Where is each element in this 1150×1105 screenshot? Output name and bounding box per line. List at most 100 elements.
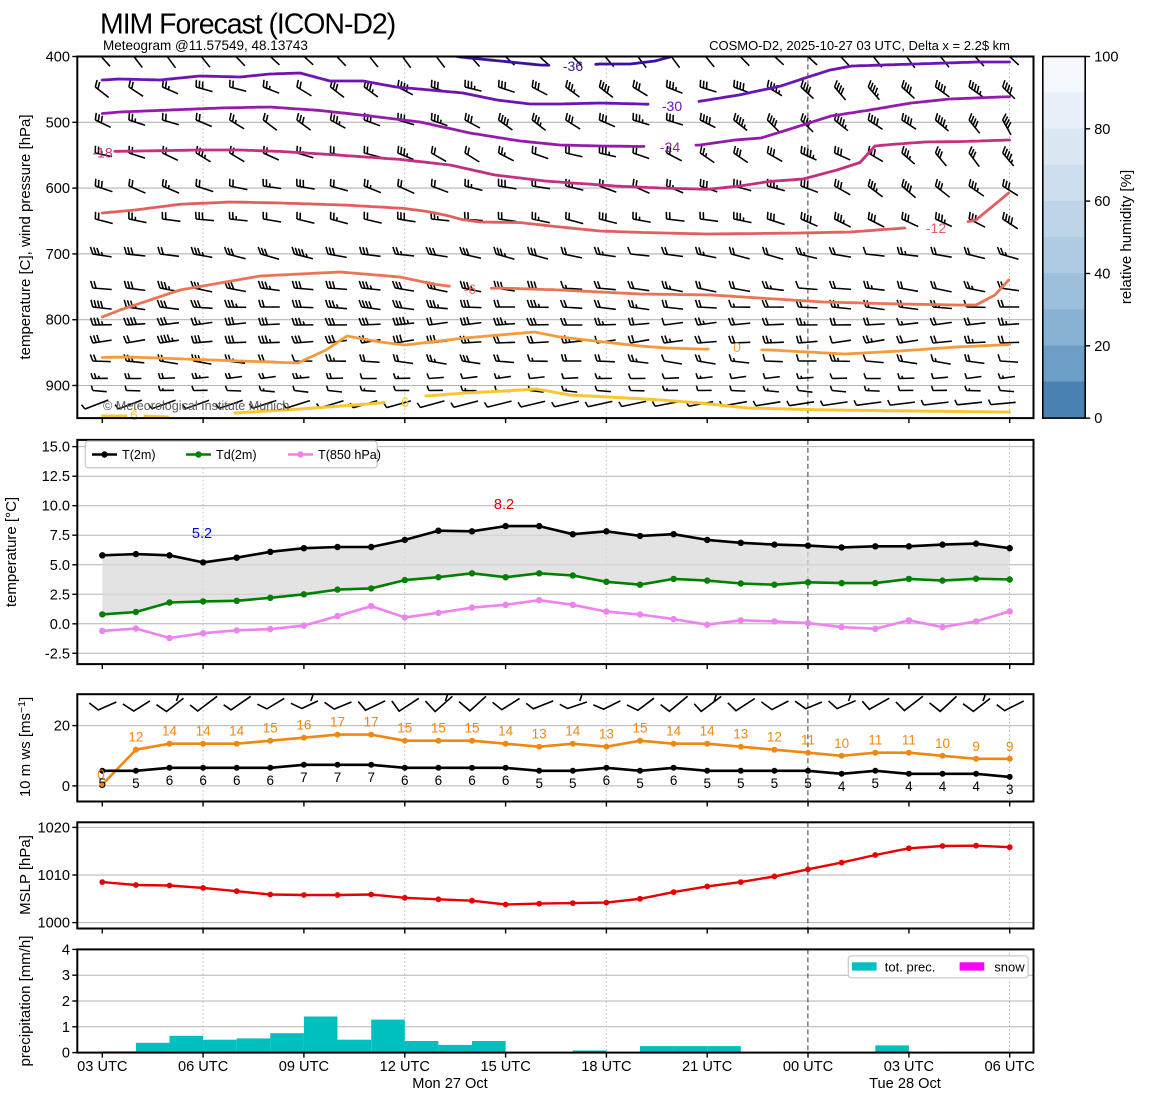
svg-text:11: 11	[868, 733, 882, 748]
svg-text:5: 5	[132, 776, 140, 791]
svg-text:relative humidity [%]: relative humidity [%]	[1118, 170, 1135, 304]
svg-text:03 UTC: 03 UTC	[884, 1059, 934, 1075]
svg-text:0: 0	[97, 767, 105, 782]
svg-text:6: 6	[603, 773, 611, 788]
svg-text:15: 15	[632, 721, 647, 736]
svg-text:14: 14	[700, 724, 716, 739]
svg-text:precipitation [mm/h]: precipitation [mm/h]	[17, 936, 34, 1067]
svg-text:6: 6	[166, 773, 174, 788]
svg-text:-24: -24	[660, 139, 680, 155]
svg-text:6: 6	[670, 773, 678, 788]
svg-text:2: 2	[62, 994, 70, 1010]
svg-text:0.0: 0.0	[50, 617, 70, 633]
svg-text:4: 4	[972, 779, 980, 794]
svg-text:5: 5	[771, 776, 779, 791]
svg-text:5: 5	[636, 776, 644, 791]
svg-text:5: 5	[535, 776, 543, 791]
svg-text:4: 4	[838, 779, 846, 794]
svg-text:MIM Forecast (ICON-D2): MIM Forecast (ICON-D2)	[100, 9, 395, 41]
svg-text:14: 14	[565, 724, 581, 739]
svg-text:12 UTC: 12 UTC	[380, 1059, 430, 1075]
svg-text:COSMO-D2, 2025-10-27 03 UTC, D: COSMO-D2, 2025-10-27 03 UTC, Delta x = 2…	[709, 38, 1010, 53]
svg-text:7: 7	[334, 770, 342, 785]
svg-text:4: 4	[62, 942, 70, 958]
svg-text:8.2: 8.2	[494, 497, 514, 513]
svg-text:T(2m): T(2m)	[122, 448, 156, 462]
svg-text:1000: 1000	[38, 916, 70, 932]
svg-text:-6: -6	[464, 281, 477, 297]
svg-text:-36: -36	[563, 58, 583, 74]
svg-text:20: 20	[1094, 339, 1110, 355]
svg-text:10: 10	[935, 736, 950, 751]
svg-text:6: 6	[267, 773, 275, 788]
svg-text:6: 6	[435, 773, 443, 788]
svg-text:06 UTC: 06 UTC	[985, 1059, 1035, 1075]
svg-text:5.2: 5.2	[192, 526, 212, 542]
svg-text:13: 13	[599, 727, 614, 742]
svg-text:© Meteorological Institute Mun: © Meteorological Institute Munich	[103, 399, 289, 413]
svg-text:snow: snow	[994, 960, 1025, 975]
svg-text:4: 4	[905, 779, 913, 794]
svg-text:10.0: 10.0	[42, 499, 70, 515]
svg-text:12.5: 12.5	[42, 469, 70, 485]
svg-text:5: 5	[872, 776, 880, 791]
svg-text:2.5: 2.5	[50, 587, 70, 603]
svg-text:temperature [°C]: temperature [°C]	[3, 497, 20, 607]
svg-text:11: 11	[801, 733, 815, 748]
svg-text:12: 12	[767, 730, 782, 745]
svg-text:06 UTC: 06 UTC	[178, 1059, 228, 1075]
svg-text:15: 15	[464, 721, 479, 736]
svg-text:0: 0	[62, 779, 70, 795]
svg-text:6: 6	[468, 773, 476, 788]
svg-text:14: 14	[162, 724, 178, 739]
svg-text:-12: -12	[926, 220, 946, 236]
svg-text:1020: 1020	[38, 820, 70, 836]
svg-text:700: 700	[46, 247, 70, 263]
svg-text:600: 600	[46, 181, 70, 197]
svg-text:T(850 hPa): T(850 hPa)	[318, 448, 381, 462]
svg-text:15.0: 15.0	[42, 440, 70, 456]
svg-text:1010: 1010	[38, 868, 70, 884]
svg-text:6: 6	[401, 773, 409, 788]
svg-text:400: 400	[46, 50, 70, 66]
svg-text:1: 1	[62, 1020, 70, 1036]
svg-text:14: 14	[196, 724, 212, 739]
svg-text:3: 3	[1006, 782, 1014, 797]
svg-text:5.0: 5.0	[50, 558, 70, 574]
svg-text:900: 900	[46, 379, 70, 395]
svg-text:13: 13	[532, 727, 547, 742]
svg-text:3: 3	[62, 968, 70, 984]
svg-text:60: 60	[1094, 194, 1110, 210]
svg-text:15: 15	[263, 721, 278, 736]
svg-text:6: 6	[401, 394, 409, 410]
svg-text:-30: -30	[662, 98, 682, 114]
svg-text:5: 5	[99, 776, 107, 791]
svg-text:10 m ws [ms−1]: 10 m ws [ms−1]	[16, 697, 34, 797]
svg-text:100: 100	[1094, 50, 1118, 66]
svg-text:6: 6	[233, 773, 241, 788]
svg-text:7: 7	[300, 770, 308, 785]
svg-text:temperature [C], wind pressure: temperature [C], wind pressure [hPa]	[17, 114, 34, 359]
svg-text:MSLP [hPa]: MSLP [hPa]	[17, 835, 34, 915]
svg-text:0: 0	[733, 339, 741, 355]
svg-text:20: 20	[54, 719, 70, 735]
svg-text:6: 6	[199, 773, 207, 788]
svg-text:-18: -18	[92, 145, 112, 161]
svg-text:6: 6	[502, 773, 510, 788]
svg-text:Tue 28 Oct: Tue 28 Oct	[869, 1076, 941, 1092]
svg-text:80: 80	[1094, 122, 1110, 138]
svg-text:Td(2m): Td(2m)	[216, 448, 257, 462]
svg-text:15 UTC: 15 UTC	[480, 1059, 530, 1075]
svg-text:16: 16	[296, 718, 311, 733]
svg-text:14: 14	[229, 724, 245, 739]
svg-text:40: 40	[1094, 267, 1110, 283]
svg-text:11: 11	[902, 733, 916, 748]
svg-text:15: 15	[397, 721, 412, 736]
svg-text:5: 5	[737, 776, 745, 791]
svg-text:500: 500	[46, 115, 70, 131]
svg-text:15: 15	[431, 721, 446, 736]
svg-text:09 UTC: 09 UTC	[279, 1059, 329, 1075]
svg-text:17: 17	[330, 715, 345, 730]
svg-text:5: 5	[569, 776, 577, 791]
svg-text:9: 9	[1006, 739, 1014, 754]
